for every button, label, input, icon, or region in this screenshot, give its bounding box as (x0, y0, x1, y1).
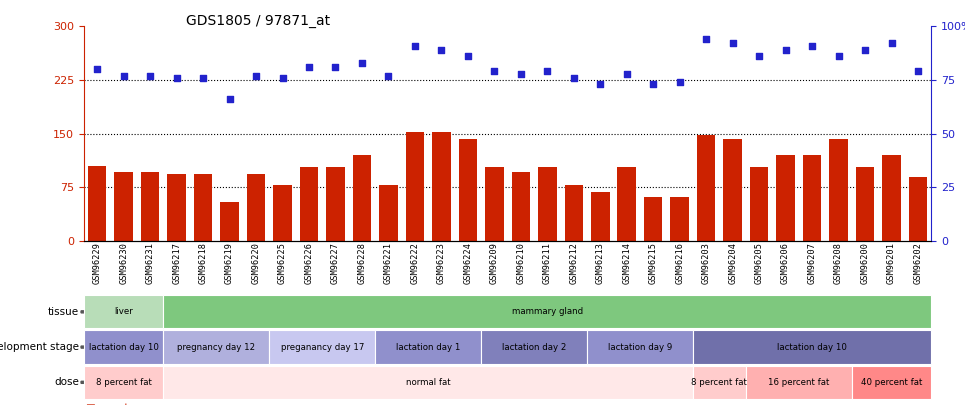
Bar (300, 167, 318, 241)
Point (831, 53, 846, 60)
Text: ■ count: ■ count (86, 403, 128, 405)
Point (566, 75, 582, 81)
Point (539, 68, 555, 75)
Text: lactation day 1: lactation day 1 (396, 343, 460, 352)
Bar (591, 192, 610, 241)
Bar (88, 166, 106, 241)
Point (646, 81, 661, 87)
Text: dose: dose (54, 377, 79, 387)
Point (752, 53, 767, 60)
Text: normal fat: normal fat (406, 378, 451, 387)
Bar (829, 139, 848, 241)
Text: lactation day 2: lactation day 2 (502, 343, 566, 352)
Bar (352, 155, 372, 241)
Point (275, 75, 290, 81)
Text: lactation day 10: lactation day 10 (89, 343, 158, 352)
Text: 8 percent fat: 8 percent fat (692, 378, 747, 387)
Bar (724, 139, 742, 241)
Text: tissue: tissue (48, 307, 79, 317)
Bar (141, 172, 159, 241)
Bar (458, 139, 477, 241)
Point (778, 47, 793, 53)
Point (672, 79, 687, 85)
Bar (405, 132, 425, 241)
Point (433, 47, 449, 53)
Text: 40 percent fat: 40 percent fat (861, 378, 923, 387)
Bar (326, 167, 345, 241)
Bar (882, 155, 900, 241)
Point (328, 64, 344, 70)
Bar (194, 175, 212, 241)
Bar (750, 167, 768, 241)
Point (248, 72, 263, 79)
Point (116, 72, 131, 79)
Bar (247, 175, 265, 241)
Text: lactation day 9: lactation day 9 (608, 343, 672, 352)
Point (460, 53, 476, 60)
Bar (220, 202, 239, 241)
Text: GDS1805 / 97871_at: GDS1805 / 97871_at (185, 14, 330, 28)
Point (354, 60, 370, 66)
Bar (432, 132, 451, 241)
Text: pregnancy day 12: pregnancy day 12 (178, 343, 256, 352)
Bar (856, 167, 874, 241)
Point (910, 68, 925, 75)
Bar (511, 172, 530, 241)
Text: lactation day 10: lactation day 10 (777, 343, 847, 352)
Point (169, 75, 184, 81)
Point (805, 43, 820, 49)
Point (593, 81, 608, 87)
Bar (618, 167, 636, 241)
Point (857, 47, 872, 53)
Point (725, 40, 740, 47)
Point (884, 40, 899, 47)
Bar (538, 167, 557, 241)
Bar (273, 185, 291, 241)
Point (486, 68, 502, 75)
Point (407, 43, 423, 49)
Point (143, 72, 158, 79)
Bar (644, 196, 663, 241)
Text: development stage: development stage (0, 342, 79, 352)
Point (619, 70, 634, 77)
Text: preganancy day 17: preganancy day 17 (281, 343, 364, 352)
Point (381, 72, 397, 79)
Text: 16 percent fat: 16 percent fat (768, 378, 830, 387)
Point (699, 36, 714, 43)
Bar (167, 175, 186, 241)
Point (301, 64, 317, 70)
Bar (485, 167, 504, 241)
Bar (671, 196, 689, 241)
Bar (565, 185, 583, 241)
Point (195, 75, 210, 81)
Bar (776, 155, 795, 241)
Point (222, 96, 237, 102)
Text: mammary gland: mammary gland (511, 307, 583, 316)
Bar (115, 172, 133, 241)
Point (513, 70, 529, 77)
Bar (803, 155, 821, 241)
Text: liver: liver (114, 307, 133, 316)
Text: 8 percent fat: 8 percent fat (96, 378, 152, 387)
Bar (909, 177, 927, 241)
Bar (379, 185, 398, 241)
Point (90, 66, 105, 72)
Bar (697, 135, 715, 241)
